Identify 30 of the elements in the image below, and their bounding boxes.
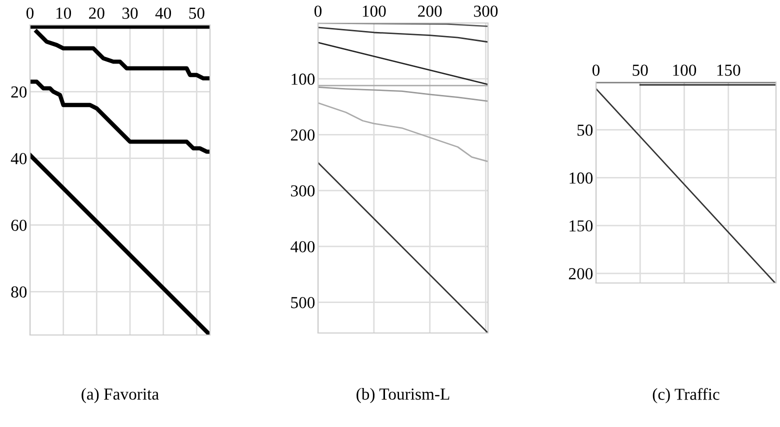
y-tick-label: 40 [10, 153, 27, 164]
x-tick-label: 50 [632, 64, 648, 76]
x-tick-label: 200 [418, 6, 442, 17]
y-tick-label: 500 [291, 296, 315, 308]
x-tick-label: 0 [592, 64, 600, 76]
y-tick-label: 200 [290, 129, 315, 141]
x-axis-title: (c) Traffic [652, 388, 720, 404]
x-tick-label: 100 [362, 6, 386, 17]
y-tick-label: 100 [570, 172, 593, 184]
x-tick-label: 50 [189, 8, 204, 19]
y-tick-label: 80 [11, 286, 27, 298]
x-tick-label: 300 [474, 6, 498, 17]
x-axis-title: (b) Tourism-L [356, 388, 450, 404]
x-tick-label: 150 [717, 64, 740, 76]
x-tick-label: 40 [155, 8, 172, 19]
y-tick-label: 150 [570, 220, 593, 232]
y-tick-label: 20 [11, 86, 27, 98]
x-tick-label: 10 [56, 8, 72, 19]
x-tick-label: 20 [89, 8, 104, 19]
x-axis-title: (a) Favorita [82, 388, 159, 404]
x-tick-label: 30 [122, 8, 138, 19]
x-tick-label: 100 [673, 64, 696, 76]
y-tick-label: 300 [291, 185, 315, 197]
y-tick-label: 200 [568, 268, 593, 280]
y-tick-label: 50 [578, 124, 593, 136]
x-tick-label: 0 [26, 8, 34, 19]
y-tick-label: 400 [290, 241, 315, 252]
y-tick-label: 60 [11, 220, 27, 231]
x-tick-label: 0 [314, 6, 322, 17]
y-tick-label: 100 [292, 74, 315, 85]
